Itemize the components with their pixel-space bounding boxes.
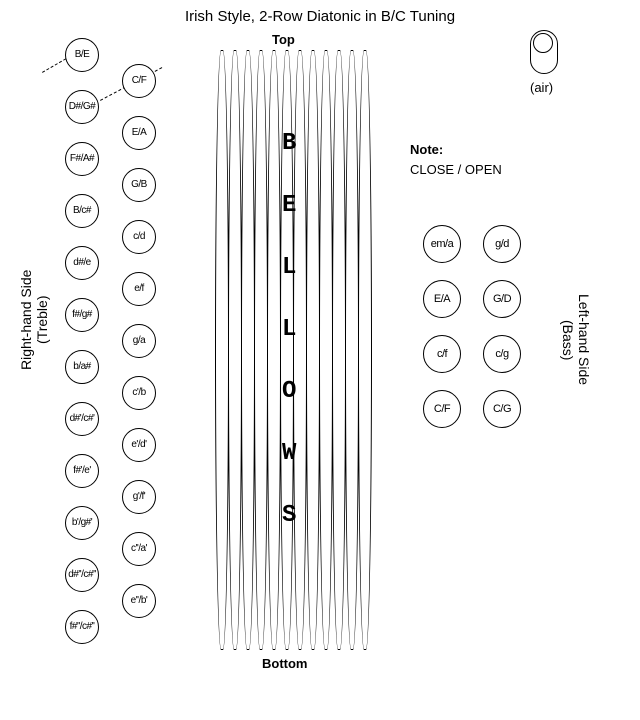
bass-button-right: G/D: [483, 280, 521, 318]
left-side-text: Left-hand Side: [576, 294, 592, 385]
treble-outer-button: f#''/c#'': [65, 610, 99, 644]
bellows-letter: S: [282, 502, 298, 529]
treble-outer-button: f#/g#: [65, 298, 99, 332]
treble-inner-button: e''/b': [122, 584, 156, 618]
treble-inner-button: c'/b: [122, 376, 156, 410]
bellows-fold: [306, 50, 320, 650]
top-label: Top: [272, 32, 295, 47]
treble-inner-button: E/A: [122, 116, 156, 150]
note-heading: Note:: [410, 142, 443, 157]
bass-button-left: c/f: [423, 335, 461, 373]
bottom-label: Bottom: [262, 656, 308, 671]
bellows-fold: [267, 50, 281, 650]
left-side-label: Left-hand Side (Bass): [560, 260, 592, 420]
treble-outer-button: d#'/c#': [65, 402, 99, 436]
bass-button-right: C/G: [483, 390, 521, 428]
air-label: (air): [530, 80, 553, 95]
treble-outer-button: B/c#: [65, 194, 99, 228]
treble-outer-button: D#/G#: [65, 90, 99, 124]
bellows-letter: O: [282, 378, 298, 405]
diagram-title: Irish Style, 2-Row Diatonic in B/C Tunin…: [0, 8, 640, 25]
treble-inner-button: c/d: [122, 220, 156, 254]
bellows-fold: [215, 50, 229, 650]
right-side-text: Right-hand Side: [18, 270, 34, 370]
treble-inner-button: c''/a': [122, 532, 156, 566]
bass-button-right: c/g: [483, 335, 521, 373]
treble-outer-button: f#'/e': [65, 454, 99, 488]
treble-inner-button: e'/d': [122, 428, 156, 462]
treble-text: (Treble): [34, 296, 50, 345]
bass-button-left: E/A: [423, 280, 461, 318]
bellows-fold: [358, 50, 372, 650]
air-button: [530, 30, 558, 74]
treble-outer-button: b'/g#': [65, 506, 99, 540]
treble-inner-button: g/a: [122, 324, 156, 358]
bellows-letter: W: [282, 440, 298, 467]
right-side-label: Right-hand Side (Treble): [18, 240, 50, 400]
bellows-fold: [228, 50, 242, 650]
treble-inner-button: G/B: [122, 168, 156, 202]
bellows-letter: L: [282, 254, 298, 281]
bellows-fold: [345, 50, 359, 650]
treble-inner-button: e/f: [122, 272, 156, 306]
bass-button-left: em/a: [423, 225, 461, 263]
bellows-fold: [332, 50, 346, 650]
treble-outer-button: d#''/c#'': [65, 558, 99, 592]
treble-inner-button: C/F: [122, 64, 156, 98]
bass-button-left: C/F: [423, 390, 461, 428]
bass-button-right: g/d: [483, 225, 521, 263]
treble-inner-button: g'/f': [122, 480, 156, 514]
treble-outer-button: d#/e: [65, 246, 99, 280]
note-text: CLOSE / OPEN: [410, 162, 502, 177]
bellows-letter: E: [282, 192, 298, 219]
bellows-letter: B: [282, 130, 298, 157]
treble-outer-button: F#/A#: [65, 142, 99, 176]
bellows-fold: [254, 50, 268, 650]
treble-outer-button: b/a#: [65, 350, 99, 384]
bellows-fold: [319, 50, 333, 650]
bellows-letter: L: [282, 316, 298, 343]
bass-text: (Bass): [560, 320, 576, 360]
treble-outer-button: B/E: [65, 38, 99, 72]
bellows-fold: [241, 50, 255, 650]
